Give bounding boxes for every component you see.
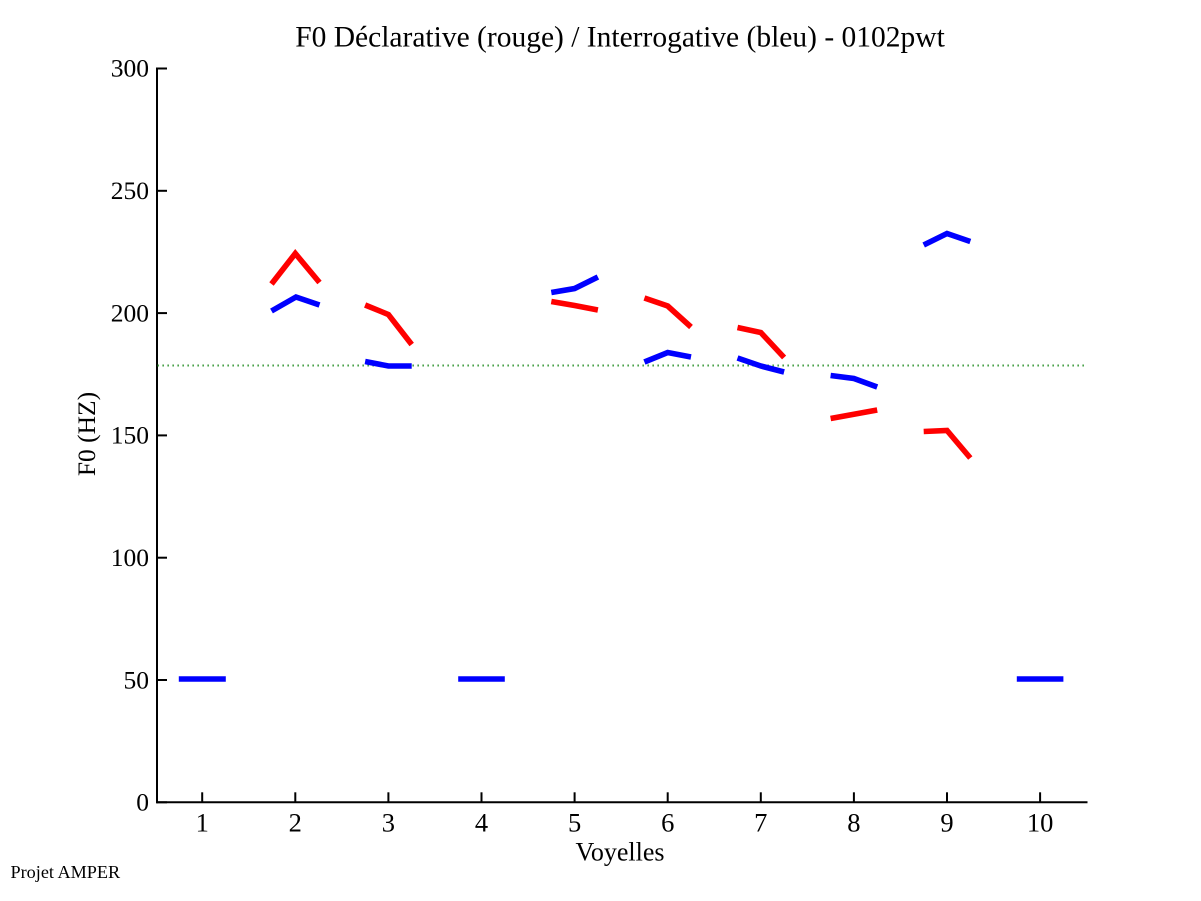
- svg-text:250: 250: [111, 176, 149, 205]
- svg-text:8: 8: [847, 808, 860, 838]
- svg-text:1: 1: [196, 808, 209, 838]
- svg-text:9: 9: [940, 808, 953, 838]
- svg-text:5: 5: [568, 808, 581, 838]
- svg-text:300: 300: [111, 54, 149, 83]
- svg-text:2: 2: [289, 808, 302, 838]
- svg-text:6: 6: [661, 808, 674, 838]
- svg-text:F0 Déclarative (rouge) / Inter: F0 Déclarative (rouge) / Interrogative (…: [295, 21, 945, 53]
- svg-text:Projet AMPER: Projet AMPER: [11, 862, 122, 882]
- svg-text:0: 0: [136, 788, 149, 817]
- svg-text:4: 4: [475, 808, 488, 838]
- svg-text:F0 (HZ): F0 (HZ): [72, 392, 101, 476]
- svg-text:3: 3: [382, 808, 395, 838]
- svg-text:200: 200: [111, 298, 149, 327]
- svg-text:10: 10: [1027, 808, 1054, 838]
- svg-text:100: 100: [111, 543, 149, 572]
- svg-text:Voyelles: Voyelles: [575, 838, 664, 867]
- svg-text:7: 7: [754, 808, 767, 838]
- svg-text:50: 50: [124, 665, 150, 694]
- svg-text:150: 150: [111, 421, 149, 450]
